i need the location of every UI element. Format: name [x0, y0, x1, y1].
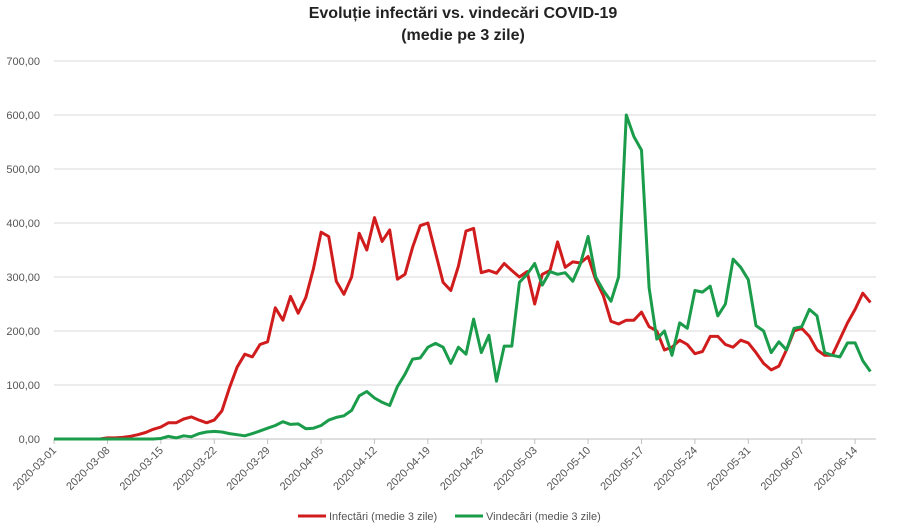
series-lines — [54, 113, 872, 441]
y-tick-label: 400,00 — [6, 218, 40, 230]
y-tick-label: 300,00 — [6, 272, 40, 284]
x-tick-label: 2020-05-17 — [598, 445, 646, 493]
y-axis: 0,00 100,00 200,00 300,00 400,00 500,00 600,00… — [6, 56, 40, 446]
x-tick-label: 2020-04-12 — [331, 445, 379, 493]
x-tick-label: 2020-03-29 — [224, 445, 272, 493]
x-tick-label: 2020-05-03 — [492, 445, 540, 493]
x-tick-label: 2020-04-05 — [278, 445, 326, 493]
series-line-infectari — [54, 216, 872, 441]
y-tick-label: 200,00 — [6, 326, 40, 338]
chart-subtitle: (medie pe 3 zile) — [401, 27, 525, 44]
y-tick-label: 500,00 — [6, 164, 40, 176]
x-tick-label: 2020-03-08 — [64, 445, 112, 493]
y-tick-label: 700,00 — [6, 56, 40, 68]
series-line-vindecari — [54, 113, 872, 441]
x-tick-label: 2020-03-22 — [171, 445, 219, 493]
x-axis: 2020-03-01 2020-03-08 2020-03-15 2020-03-22… — [11, 439, 860, 493]
y-tick-label: 100,00 — [6, 380, 40, 392]
x-tick-label: 2020-06-14 — [812, 445, 860, 493]
x-tick-label: 2020-05-10 — [545, 445, 593, 493]
x-tick-label: 2020-05-24 — [652, 445, 700, 493]
y-tick-label: 0,00 — [19, 434, 40, 446]
x-tick-label: 2020-04-26 — [438, 445, 486, 493]
legend-label: Vindecări (medie 3 zile) — [486, 511, 601, 523]
x-tick-label: 2020-06-07 — [759, 445, 807, 493]
x-tick-label: 2020-04-19 — [385, 445, 433, 493]
legend: Infectări (medie 3 zile) Vindecări (medie… — [298, 511, 601, 523]
chart-title: Evoluție infectări vs. vindecări COVID-1… — [309, 5, 618, 22]
gridlines — [54, 60, 876, 440]
x-tick-label: 2020-03-01 — [11, 445, 59, 493]
x-tick-label: 2020-05-31 — [705, 445, 753, 493]
y-tick-label: 600,00 — [6, 110, 40, 122]
legend-label: Infectări (medie 3 zile) — [329, 511, 437, 523]
x-tick-label: 2020-03-15 — [118, 445, 166, 493]
